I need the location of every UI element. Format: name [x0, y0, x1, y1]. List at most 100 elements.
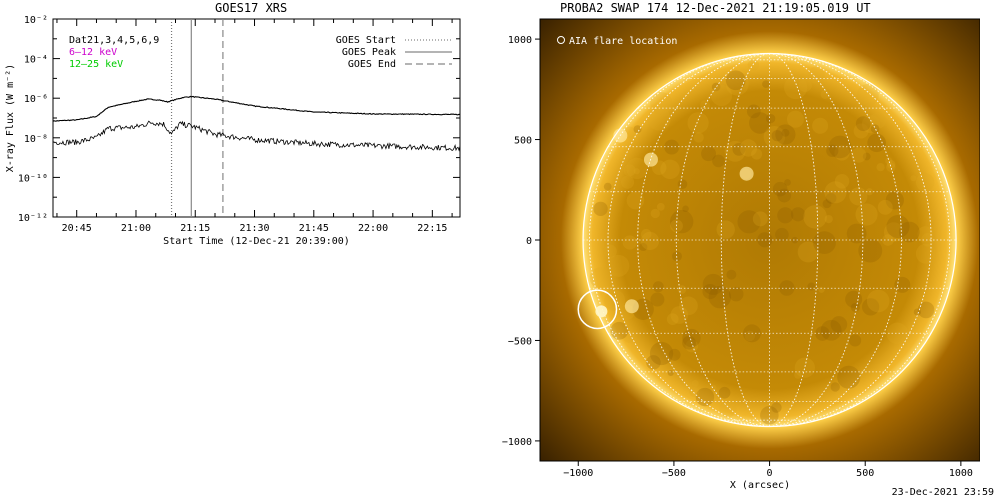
disk-texture-blob [732, 142, 746, 156]
disk-texture-blob [633, 125, 642, 134]
disk-texture-blob [737, 210, 761, 234]
disk-texture-blob [913, 308, 921, 316]
disk-texture-blob [656, 202, 665, 211]
disk-texture-blob [668, 348, 681, 361]
disk-texture-blob [700, 100, 711, 111]
disk-texture-blob [915, 243, 936, 264]
longitude-line [637, 53, 902, 427]
disk-texture-blob [834, 174, 850, 189]
disk-texture-blob [701, 146, 716, 162]
flare-location-circle [577, 289, 618, 330]
disk-texture-blob [812, 117, 829, 134]
disk-texture-blob [622, 235, 637, 250]
disk-texture-blob [670, 306, 689, 324]
disk-texture-blob [689, 386, 700, 398]
disk-texture-blob [822, 199, 832, 209]
swap-image-title: PROBA2 SWAP 174 12-Dec-2021 21:19:05.019… [560, 1, 871, 15]
disk-texture-blob [820, 319, 842, 341]
x-tick-label: 22:15 [417, 223, 447, 234]
disk-texture-blob [877, 199, 893, 215]
disk-texture-blob [834, 145, 850, 161]
disk-texture-blob [626, 157, 648, 180]
disk-texture-blob [869, 112, 887, 129]
disk-texture-blob [711, 82, 721, 92]
disk-texture-blob [867, 133, 886, 153]
series-long-line [52, 95, 461, 122]
disk-texture-blob [856, 84, 879, 107]
disk-texture-blob [762, 80, 770, 88]
y-tick-label: 10⁻⁸ [24, 134, 48, 145]
disk-texture-blob [824, 214, 833, 224]
disk-texture-blob [921, 232, 935, 247]
disk-texture-blob [771, 402, 782, 413]
disk-texture-blob [610, 321, 629, 340]
disk-texture-blob [886, 322, 909, 345]
x-tick-label: −500 [662, 468, 686, 479]
disk-texture-blob [861, 115, 881, 134]
disk-texture-blob [633, 168, 640, 175]
disk-texture-blob [775, 124, 796, 145]
disk-texture-blob [777, 207, 794, 224]
disk-texture-blob [682, 335, 696, 350]
disk-texture-blob [883, 222, 904, 242]
disk-texture-blob [695, 387, 715, 407]
legend-right-entry: GOES Start [336, 35, 396, 46]
x-tick-label: 20:45 [62, 223, 92, 234]
disk-texture-blob [739, 139, 758, 157]
legend-left-entry: 12–25 keV [69, 59, 123, 70]
disk-texture-blob [702, 283, 718, 300]
disk-texture-blob [687, 112, 709, 134]
y-tick-label: −1000 [502, 437, 532, 448]
disk-texture-blob [589, 267, 611, 289]
sun-image-content [540, 19, 980, 461]
disk-texture-blob [855, 203, 878, 226]
disk-texture-blob [894, 276, 911, 293]
disk-texture-blob [718, 386, 731, 399]
disk-texture-blob [830, 382, 840, 392]
disk-texture-blob [757, 232, 773, 248]
y-tick-label: 0 [526, 236, 532, 247]
disk-texture-blob [752, 211, 768, 227]
disk-texture-blob [710, 84, 733, 107]
footer-timestamp: 23-Dec-2021 23:59 [891, 487, 994, 498]
disk-texture-blob [647, 107, 671, 131]
disk-texture-blob [640, 231, 660, 251]
legend-right-entry: GOES Peak [342, 47, 396, 58]
disk-texture-blob [775, 227, 789, 242]
disk-texture-blob [784, 75, 808, 100]
disk-texture-blob [777, 188, 792, 203]
disk-texture-blob [708, 285, 732, 309]
disk-texture-blob [728, 286, 744, 302]
disk-texture-blob [603, 182, 612, 191]
disk-texture-blob [866, 289, 890, 313]
goes-chart-title: GOES17 XRS [215, 1, 288, 15]
disk-texture-blob [749, 112, 771, 134]
disk-texture-blob [826, 144, 839, 157]
disk-texture-blob [790, 207, 806, 222]
disk-texture-blob [858, 238, 883, 263]
disk-texture-blob [716, 220, 735, 239]
disk-texture-blob [794, 371, 802, 379]
disk-texture-blob [846, 223, 867, 244]
disk-texture-blob [917, 226, 934, 243]
disk-texture-blob [650, 208, 660, 219]
disk-texture-blob [677, 285, 687, 294]
disk-texture-blob [771, 130, 783, 142]
flare-legend-label: AIA flare location [569, 36, 677, 47]
y-axis-label: X-ray Flux (W m⁻²) [5, 64, 16, 172]
disk-texture-blob [666, 313, 679, 326]
y-tick-label: −500 [508, 336, 532, 347]
x-tick-label: 0 [767, 468, 773, 479]
disk-texture-blob [791, 236, 799, 244]
x-tick-label: 500 [856, 468, 874, 479]
disk-texture-blob [765, 113, 776, 124]
disk-texture-blob [710, 384, 717, 391]
disk-texture-blob [693, 132, 704, 143]
disk-texture-blob [593, 201, 608, 217]
disk-texture-blob [910, 175, 917, 182]
goes-xrs-chart: 10⁻¹² 10⁻¹⁰ 10⁻⁸ 10⁻⁶ 10⁻⁴ 10⁻² X-ray Flux (W … [5, 15, 461, 247]
disk-texture-blob [607, 254, 630, 277]
y-tick-label: 500 [514, 136, 532, 147]
disk-texture-blob [798, 78, 812, 92]
disk-texture-blob [685, 339, 699, 353]
